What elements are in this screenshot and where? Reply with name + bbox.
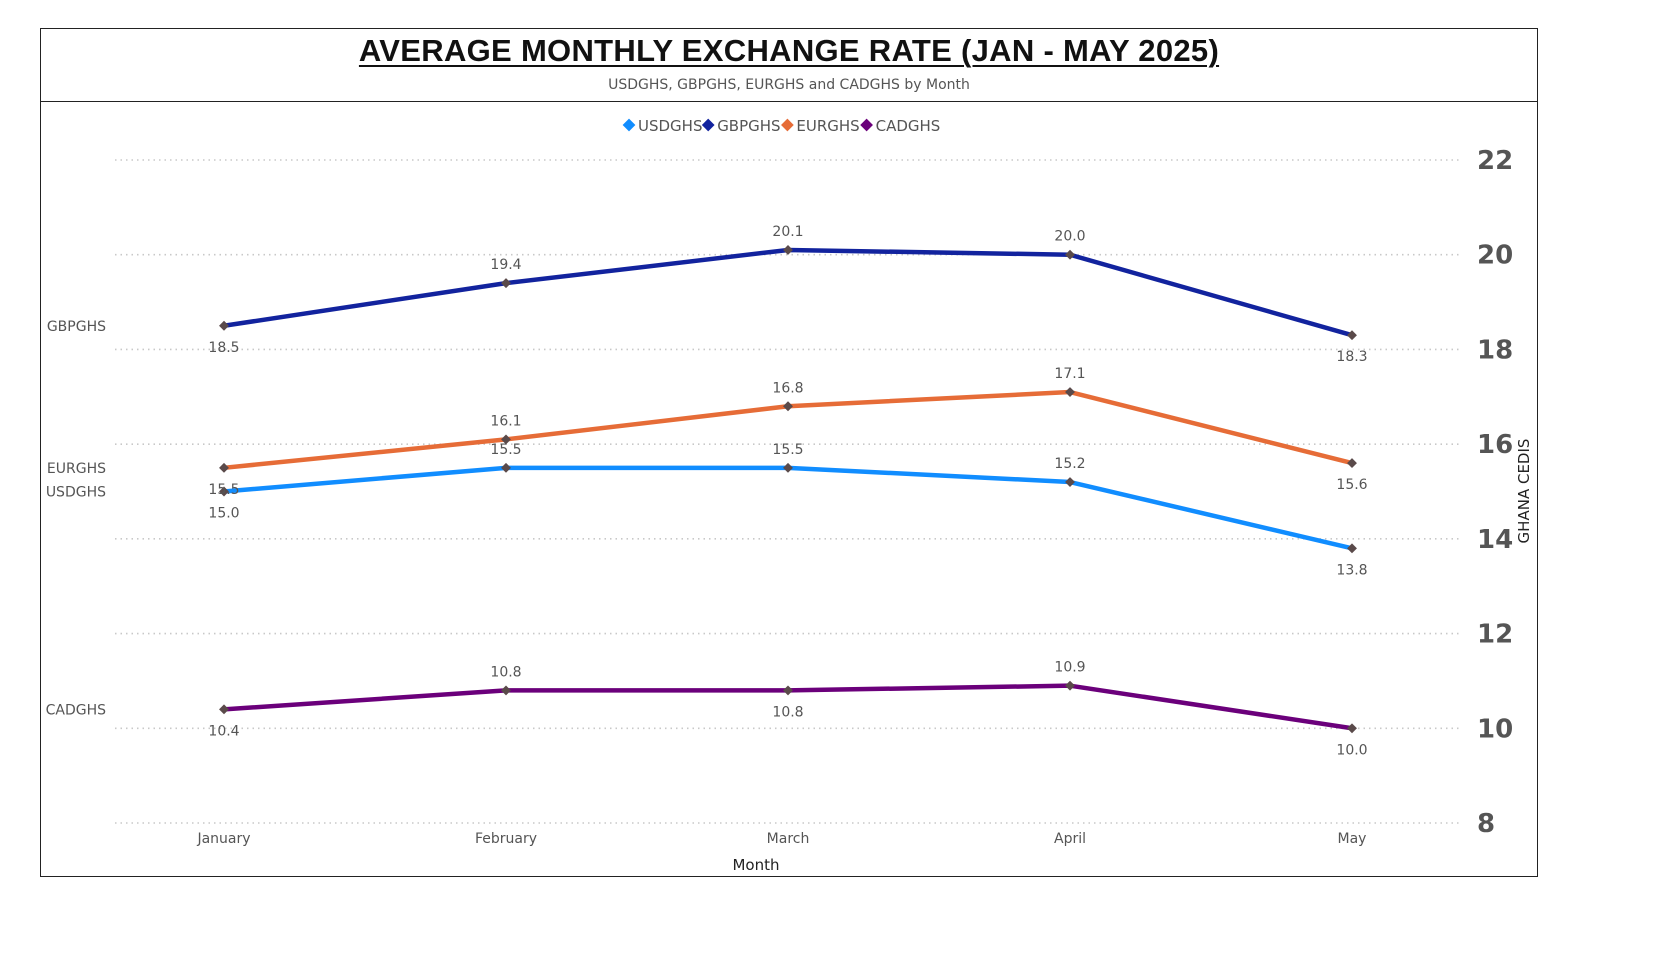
- data-label-usdghs: 15.5: [490, 442, 521, 458]
- data-label-usdghs: 15.2: [1054, 456, 1085, 472]
- y-tick-label: 10: [1477, 714, 1513, 744]
- data-label-eurghs: 15.5: [208, 482, 239, 498]
- y-tick-label: 14: [1477, 525, 1513, 555]
- data-point-gbpghs: [1347, 330, 1357, 341]
- data-point-gbpghs: [1065, 249, 1075, 260]
- data-label-eurghs: 16.8: [772, 380, 803, 396]
- legend-label-eurghs: EURGHS: [796, 117, 859, 135]
- legend-label-usdghs: USDGHS: [638, 117, 702, 135]
- data-label-usdghs: 13.8: [1336, 562, 1367, 578]
- data-label-gbpghs: 18.5: [208, 340, 239, 356]
- legend-marker-cadghs: [860, 118, 873, 132]
- x-tick-label: February: [475, 831, 537, 847]
- data-label-cadghs: 10.8: [772, 704, 803, 720]
- legend-marker-gbpghs: [701, 118, 715, 132]
- data-label-cadghs: 10.8: [490, 664, 521, 680]
- data-point-eurghs: [783, 401, 793, 412]
- data-label-eurghs: 17.1: [1054, 366, 1085, 382]
- data-point-eurghs: [1347, 458, 1357, 469]
- data-point-usdghs: [1065, 477, 1075, 487]
- data-label-usdghs: 15.5: [772, 442, 803, 458]
- y-tick-label: 20: [1477, 241, 1513, 271]
- y-tick-label: 18: [1477, 335, 1513, 365]
- y-tick-label: 16: [1477, 430, 1513, 460]
- data-label-eurghs: 16.1: [490, 413, 521, 429]
- chart-subtitle: USDGHS, GBPGHS, EURGHS and CADGHS by Mon…: [608, 77, 970, 93]
- data-point-usdghs: [219, 486, 229, 497]
- legend-marker-eurghs: [781, 118, 794, 132]
- data-point-cadghs: [783, 685, 793, 696]
- data-point-cadghs: [1065, 680, 1075, 691]
- y-tick-label: 8: [1477, 809, 1495, 839]
- x-tick-label: January: [196, 831, 250, 847]
- legend-label-cadghs: CADGHS: [876, 117, 941, 135]
- data-point-eurghs: [1065, 387, 1075, 397]
- data-point-cadghs: [1347, 723, 1357, 734]
- x-tick-label: May: [1338, 831, 1367, 847]
- data-label-gbpghs: 19.4: [490, 257, 521, 273]
- series-name-label-gbpghs: GBPGHS: [47, 319, 106, 335]
- data-label-cadghs: 10.9: [1054, 660, 1085, 676]
- x-tick-label: April: [1054, 831, 1086, 847]
- data-label-cadghs: 10.0: [1336, 742, 1367, 758]
- data-point-gbpghs: [783, 245, 793, 255]
- chart-title: AVERAGE MONTHLY EXCHANGE RATE (JAN - MAY…: [358, 33, 1220, 68]
- data-point-gbpghs: [219, 320, 229, 331]
- legend-marker-usdghs: [622, 118, 636, 132]
- data-label-cadghs: 10.4: [208, 723, 239, 739]
- data-point-usdghs: [1347, 543, 1357, 554]
- y-tick-label: 12: [1477, 620, 1513, 650]
- series-name-label-usdghs: USDGHS: [46, 485, 106, 501]
- title-band: AVERAGE MONTHLY EXCHANGE RATE (JAN - MAY…: [41, 29, 1537, 102]
- y-tick-label: 22: [1477, 146, 1513, 176]
- data-label-gbpghs: 18.3: [1336, 349, 1367, 365]
- legend-label-gbpghs: GBPGHS: [717, 117, 780, 135]
- chart-frame: AVERAGE MONTHLY EXCHANGE RATE (JAN - MAY…: [40, 28, 1538, 877]
- y-axis-title: GHANA CEDIS: [1515, 439, 1533, 544]
- data-point-usdghs: [501, 462, 511, 473]
- series-name-label-cadghs: CADGHS: [46, 702, 107, 718]
- data-label-eurghs: 15.6: [1336, 477, 1367, 493]
- data-point-cadghs: [219, 704, 229, 715]
- series-line-gbpghs: [221, 247, 1355, 338]
- data-point-cadghs: [501, 685, 511, 696]
- data-label-gbpghs: 20.0: [1054, 229, 1085, 245]
- series-name-label-eurghs: EURGHS: [47, 461, 106, 477]
- data-label-gbpghs: 20.1: [772, 224, 803, 240]
- data-point-usdghs: [783, 462, 793, 473]
- series-line-usdghs: [221, 465, 1355, 551]
- x-tick-label: March: [767, 831, 810, 847]
- data-point-gbpghs: [501, 278, 511, 289]
- data-point-eurghs: [219, 462, 229, 473]
- data-label-usdghs: 15.0: [208, 506, 239, 522]
- data-point-eurghs: [501, 434, 511, 445]
- x-axis-title: Month: [732, 856, 779, 874]
